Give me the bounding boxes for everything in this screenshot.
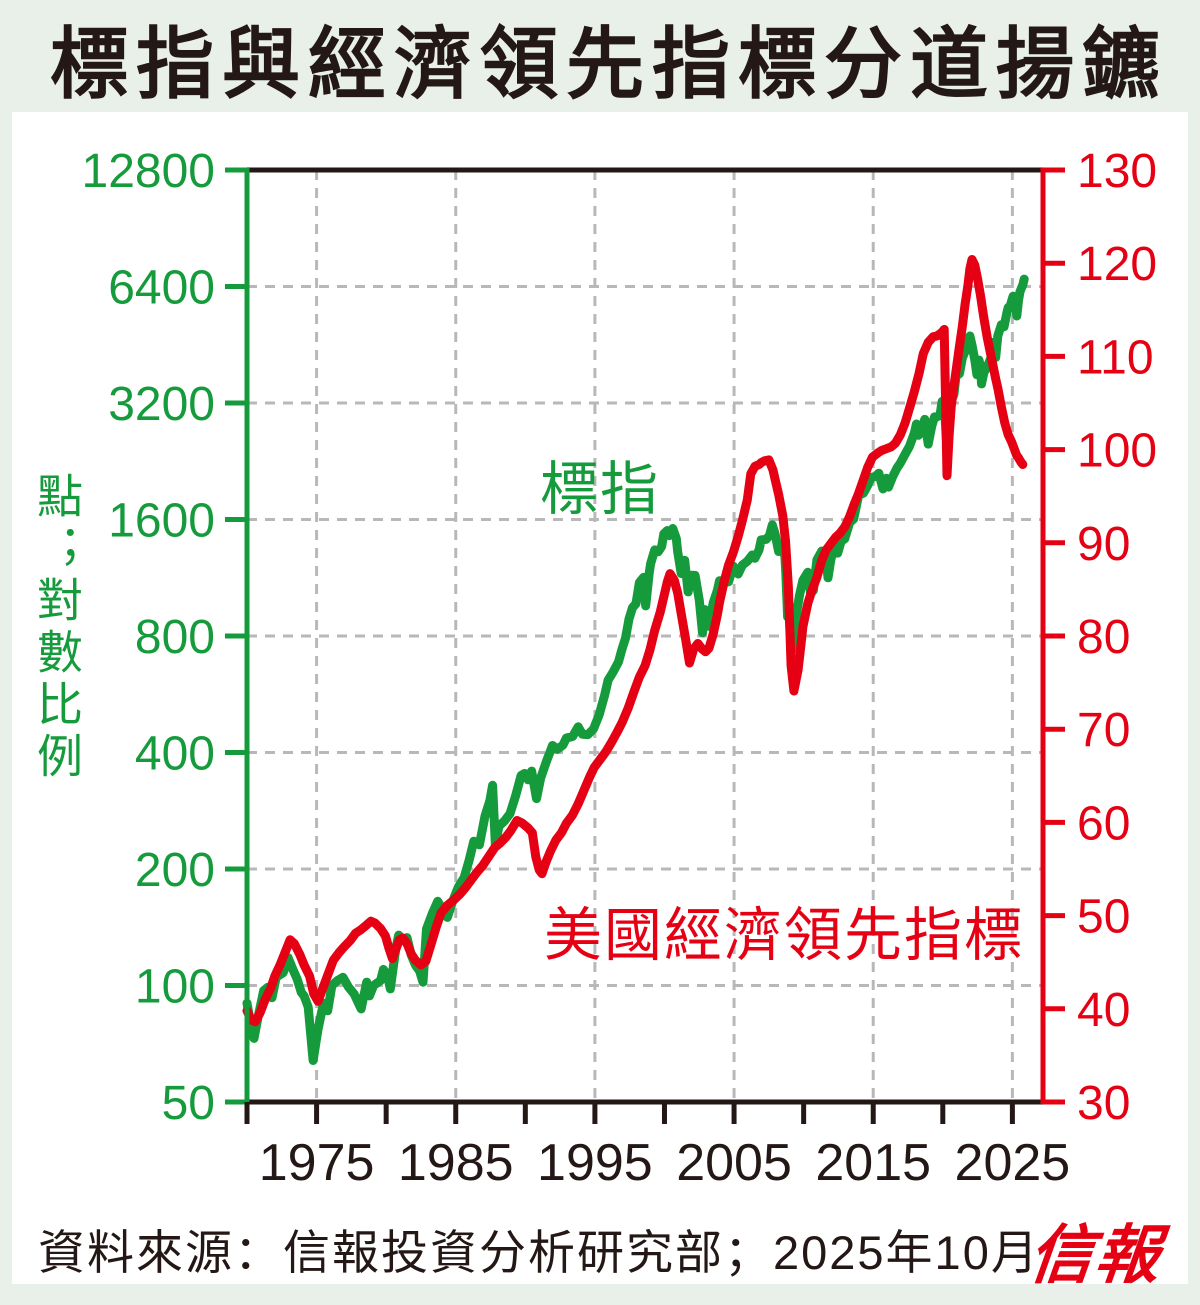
svg-text:6400: 6400 bbox=[108, 262, 215, 315]
svg-text:200: 200 bbox=[135, 844, 215, 897]
svg-text:1600: 1600 bbox=[108, 495, 215, 548]
svg-text:800: 800 bbox=[135, 611, 215, 664]
page-title: 標指與經濟領先指標分道揚鑣 bbox=[50, 20, 1169, 108]
svg-text:40: 40 bbox=[1077, 984, 1130, 1037]
svg-text:1975: 1975 bbox=[259, 1134, 375, 1192]
series-label-sp500: 標指 bbox=[540, 457, 661, 522]
svg-text:100: 100 bbox=[1077, 425, 1157, 478]
svg-text:70: 70 bbox=[1077, 704, 1130, 757]
svg-text:130: 130 bbox=[1077, 145, 1157, 198]
svg-text:120: 120 bbox=[1077, 238, 1157, 291]
svg-text:50: 50 bbox=[1077, 891, 1130, 944]
svg-text:110: 110 bbox=[1077, 331, 1154, 384]
svg-text:60: 60 bbox=[1077, 797, 1130, 850]
svg-text:80: 80 bbox=[1077, 611, 1130, 664]
svg-text:12800: 12800 bbox=[82, 145, 215, 198]
hkej-logo: 信報 bbox=[1025, 1218, 1166, 1293]
svg-text:2025: 2025 bbox=[955, 1134, 1071, 1192]
series-label-lei: 美國經濟領先指標 bbox=[544, 903, 1025, 968]
svg-text:90: 90 bbox=[1077, 518, 1130, 571]
svg-text:50: 50 bbox=[162, 1077, 215, 1130]
left-axis-unit-label: 點；對數比例 bbox=[31, 472, 83, 784]
svg-text:400: 400 bbox=[135, 728, 215, 781]
svg-text:100: 100 bbox=[135, 961, 215, 1014]
svg-text:2015: 2015 bbox=[815, 1134, 931, 1192]
svg-text:3200: 3200 bbox=[108, 378, 215, 431]
svg-text:2005: 2005 bbox=[676, 1134, 792, 1192]
svg-text:1985: 1985 bbox=[398, 1134, 514, 1192]
svg-text:30: 30 bbox=[1077, 1077, 1130, 1130]
svg-text:1995: 1995 bbox=[537, 1134, 653, 1192]
source-line: 資料來源：信報投資分析研究部；2025年10月 bbox=[38, 1226, 1040, 1279]
